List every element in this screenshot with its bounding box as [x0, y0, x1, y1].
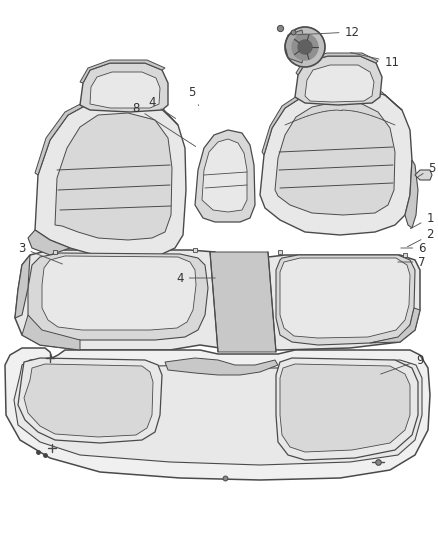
Polygon shape — [18, 358, 162, 443]
Text: 4: 4 — [148, 96, 176, 118]
Text: 4: 4 — [176, 271, 215, 285]
Text: 3: 3 — [18, 241, 63, 264]
Polygon shape — [210, 252, 276, 352]
Polygon shape — [296, 53, 378, 75]
Text: 6: 6 — [401, 241, 426, 254]
Polygon shape — [22, 315, 80, 350]
Polygon shape — [202, 139, 247, 212]
Polygon shape — [405, 160, 418, 228]
Polygon shape — [276, 358, 418, 460]
Text: 2: 2 — [407, 229, 434, 247]
Polygon shape — [5, 348, 430, 480]
Polygon shape — [165, 358, 278, 375]
Polygon shape — [35, 98, 178, 175]
Polygon shape — [260, 88, 412, 235]
Text: 9: 9 — [381, 353, 424, 374]
Polygon shape — [42, 256, 196, 330]
Polygon shape — [305, 65, 374, 102]
Text: 8: 8 — [132, 101, 196, 147]
Polygon shape — [370, 308, 420, 343]
Polygon shape — [55, 113, 172, 240]
Polygon shape — [80, 60, 165, 83]
Text: 5: 5 — [418, 161, 436, 176]
Polygon shape — [90, 72, 160, 108]
Text: 12: 12 — [296, 26, 360, 38]
Polygon shape — [280, 258, 410, 338]
Text: 1: 1 — [410, 212, 434, 229]
Polygon shape — [280, 364, 410, 452]
Polygon shape — [14, 358, 422, 465]
Text: 11: 11 — [351, 53, 399, 69]
Polygon shape — [28, 253, 208, 340]
Polygon shape — [35, 100, 186, 258]
Circle shape — [285, 27, 325, 67]
Polygon shape — [24, 364, 153, 437]
Polygon shape — [415, 170, 432, 180]
Polygon shape — [28, 230, 70, 255]
Polygon shape — [195, 130, 255, 222]
Text: 5: 5 — [188, 86, 199, 106]
Text: 7: 7 — [398, 255, 426, 269]
Polygon shape — [15, 250, 420, 350]
Polygon shape — [80, 63, 168, 112]
Circle shape — [298, 40, 312, 54]
Polygon shape — [275, 102, 395, 215]
Polygon shape — [262, 85, 402, 155]
Circle shape — [292, 34, 318, 60]
Polygon shape — [276, 255, 415, 345]
Polygon shape — [15, 255, 30, 318]
Polygon shape — [295, 56, 382, 105]
Polygon shape — [285, 30, 303, 63]
